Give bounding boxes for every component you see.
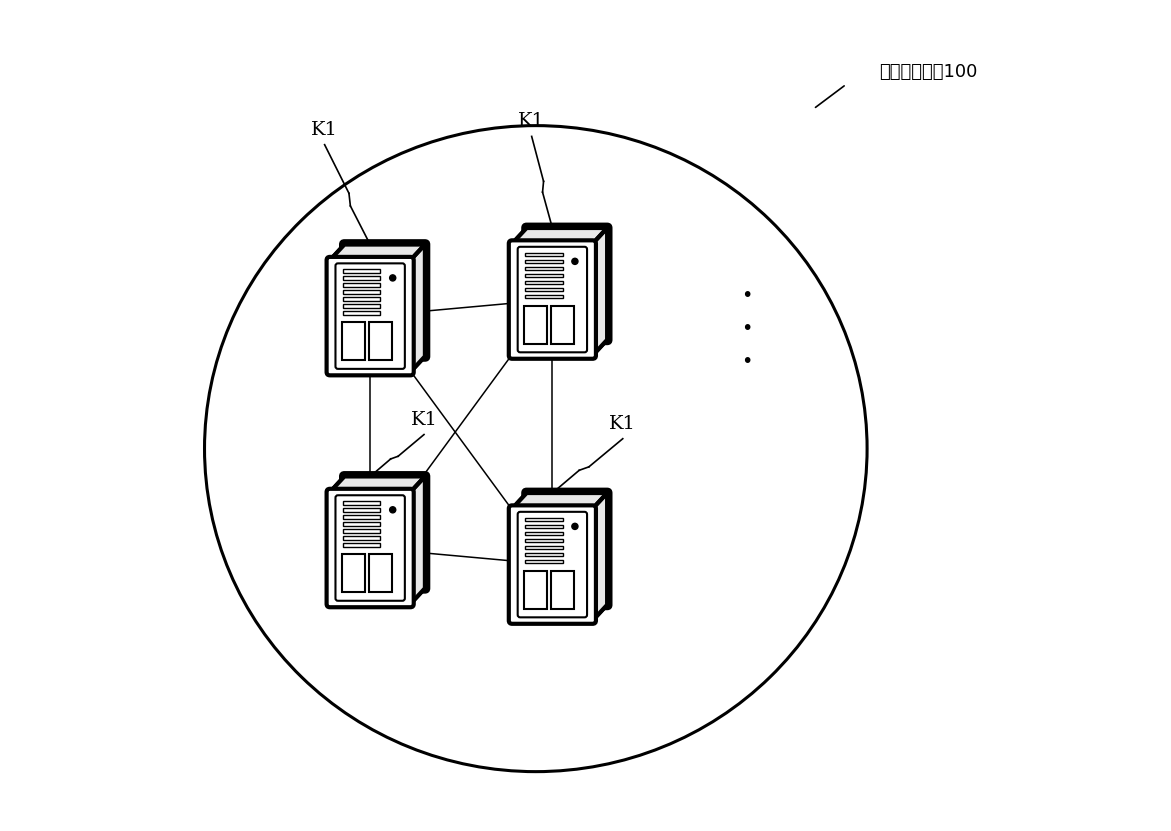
- Bar: [342, 554, 365, 593]
- Bar: [526, 553, 563, 556]
- Bar: [552, 306, 574, 344]
- Bar: [526, 518, 563, 521]
- FancyBboxPatch shape: [327, 489, 413, 607]
- Text: •: •: [741, 319, 753, 338]
- Bar: [343, 277, 381, 280]
- Bar: [343, 536, 381, 539]
- Text: K1: K1: [609, 415, 636, 433]
- FancyBboxPatch shape: [523, 489, 610, 608]
- Bar: [526, 288, 563, 291]
- FancyBboxPatch shape: [341, 473, 429, 592]
- Bar: [343, 297, 381, 301]
- Polygon shape: [512, 493, 607, 509]
- Bar: [343, 283, 381, 287]
- FancyBboxPatch shape: [335, 263, 405, 369]
- Bar: [343, 522, 381, 526]
- Polygon shape: [512, 228, 607, 243]
- FancyBboxPatch shape: [523, 224, 610, 343]
- Text: •: •: [741, 352, 753, 371]
- Polygon shape: [330, 476, 425, 492]
- FancyBboxPatch shape: [509, 240, 596, 359]
- Polygon shape: [410, 244, 425, 372]
- Bar: [369, 554, 392, 593]
- Bar: [526, 260, 563, 263]
- Circle shape: [390, 275, 396, 281]
- Text: •: •: [741, 286, 753, 305]
- FancyBboxPatch shape: [518, 247, 587, 352]
- Polygon shape: [593, 493, 607, 621]
- Bar: [526, 253, 563, 256]
- Bar: [526, 538, 563, 542]
- Bar: [343, 515, 381, 519]
- Circle shape: [571, 258, 578, 264]
- Bar: [526, 546, 563, 549]
- Bar: [525, 571, 547, 609]
- Bar: [526, 273, 563, 278]
- Bar: [343, 269, 381, 273]
- Bar: [343, 543, 381, 547]
- Bar: [526, 295, 563, 298]
- Bar: [552, 571, 574, 609]
- Bar: [343, 304, 381, 307]
- Text: K1: K1: [411, 411, 438, 429]
- Text: 数据共享系统100: 数据共享系统100: [879, 63, 978, 81]
- Bar: [369, 322, 392, 361]
- Polygon shape: [593, 228, 607, 356]
- FancyBboxPatch shape: [518, 512, 587, 617]
- FancyBboxPatch shape: [335, 495, 405, 601]
- Bar: [526, 267, 563, 270]
- Bar: [342, 322, 365, 361]
- Bar: [343, 529, 381, 533]
- Bar: [525, 306, 547, 344]
- Text: K1: K1: [311, 120, 338, 139]
- Bar: [526, 560, 563, 563]
- FancyBboxPatch shape: [509, 505, 596, 624]
- FancyBboxPatch shape: [341, 241, 429, 360]
- Circle shape: [390, 507, 396, 513]
- Bar: [526, 281, 563, 284]
- Bar: [526, 525, 563, 529]
- FancyBboxPatch shape: [327, 257, 413, 376]
- Bar: [343, 509, 381, 512]
- Bar: [343, 312, 381, 315]
- Bar: [343, 501, 381, 504]
- Bar: [343, 290, 381, 293]
- Polygon shape: [410, 476, 425, 604]
- Polygon shape: [330, 244, 425, 260]
- Circle shape: [571, 524, 578, 529]
- Bar: [526, 532, 563, 535]
- Text: K1: K1: [519, 112, 546, 130]
